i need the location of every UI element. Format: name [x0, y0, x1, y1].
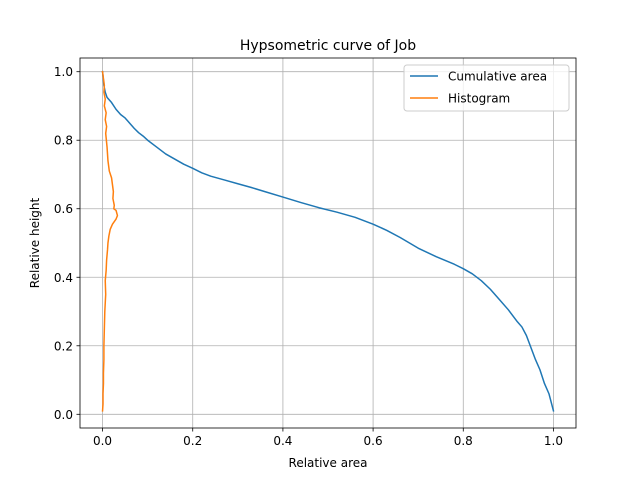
y-tick-label: 0.2 — [54, 339, 73, 353]
y-tick-label: 1.0 — [54, 65, 73, 79]
chart-title: Hypsometric curve of Job — [240, 38, 416, 54]
legend-box — [403, 64, 570, 112]
x-tick-label: 0.0 — [93, 434, 112, 448]
grid — [80, 58, 576, 428]
x-tick-label: 1.0 — [544, 434, 563, 448]
series-line-histogram — [101, 70, 119, 412]
y-axis-label: Relative height — [28, 197, 42, 288]
series-layer — [101, 70, 555, 412]
y-tick-label: 0.8 — [54, 134, 73, 148]
axis-ticks: 0.0 0.2 0.4 0.6 0.8 1.0 0.0 0.2 0.4 0.6 0.8 1.0 — [54, 65, 563, 448]
x-axis-label: Relative area — [289, 456, 368, 470]
y-tick-label: 0.4 — [54, 271, 73, 285]
x-tick-label: 0.4 — [273, 434, 292, 448]
plot-frame — [79, 57, 577, 429]
x-tick-label: 0.2 — [183, 434, 202, 448]
x-tick-label: 0.6 — [364, 434, 383, 448]
legend: Cumulative area Histogram — [403, 64, 570, 112]
x-tick-label: 0.8 — [454, 434, 473, 448]
y-tick-label: 0.6 — [54, 202, 73, 216]
series-line-cumulative-area — [101, 70, 555, 412]
legend-label-histogram: Histogram — [448, 92, 510, 106]
legend-label-cumulative-area: Cumulative area — [448, 70, 547, 84]
y-tick-label: 0.0 — [54, 408, 73, 422]
